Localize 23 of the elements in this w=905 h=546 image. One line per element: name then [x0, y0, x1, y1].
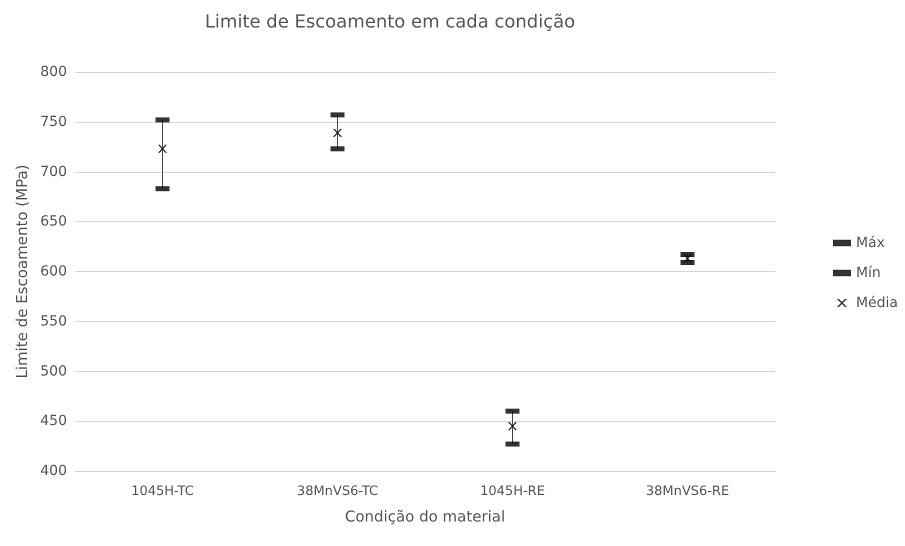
y-tick-label: 450	[40, 413, 67, 430]
y-tick-label: 500	[40, 363, 67, 380]
y-axis-title: Limite de Escoamento (MPa)	[12, 164, 31, 378]
point	[333, 128, 342, 137]
legend-label: Mín	[856, 265, 881, 281]
point	[683, 254, 692, 263]
x-axis-title: Condição do material	[344, 508, 506, 526]
y-tick-label: 700	[40, 164, 67, 180]
x-tick-label: 38MnVS6-TC	[296, 484, 378, 499]
chart-title: Limite de Escoamento em cada condição	[204, 12, 576, 32]
x-tick-label: 1045H-TC	[131, 484, 194, 499]
point	[158, 144, 167, 153]
y-tick-label: 750	[40, 114, 67, 130]
x-tick-label: 1045H-RE	[480, 484, 545, 499]
point	[508, 422, 517, 430]
legend-label: Média	[856, 295, 898, 311]
y-tick-label: 600	[40, 264, 67, 280]
y-tick-label: 550	[40, 313, 67, 330]
y-tick-label: 650	[40, 214, 67, 230]
x-tick-label: 38MnVS6-RE	[646, 484, 730, 499]
y-tick-label: 800	[40, 64, 67, 80]
legend-label: Máx	[856, 235, 885, 251]
y-tick-label: 400	[40, 463, 67, 479]
